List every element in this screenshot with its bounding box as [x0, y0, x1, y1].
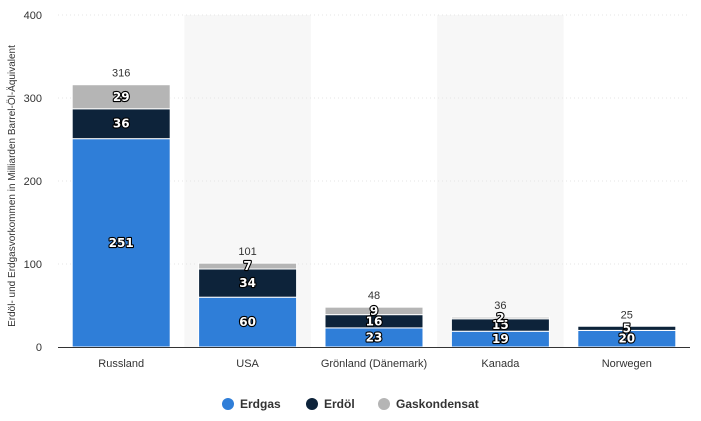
- legend-item-gaskondensat[interactable]: Gaskondensat: [378, 397, 479, 411]
- y-tick-label: 200: [24, 176, 42, 188]
- x-tick-label: Grönland (Dänemark): [321, 358, 427, 370]
- bar-segment-erdöl-0[interactable]: [71, 108, 171, 140]
- legend-marker: [378, 398, 390, 410]
- data-label: 23: [366, 330, 383, 344]
- band-3: [437, 15, 564, 347]
- legend-marker: [306, 398, 318, 410]
- x-tick-label: Russland: [98, 358, 144, 370]
- x-tick-label: USA: [236, 358, 259, 370]
- bar-segment-erdöl-4[interactable]: [577, 325, 677, 331]
- total-label: 25: [621, 309, 633, 321]
- legend-label: Erdöl: [324, 397, 355, 411]
- gridlines: [58, 14, 690, 265]
- y-tick-label: 0: [36, 342, 42, 354]
- bar-segment-gaskondensat-3[interactable]: [450, 316, 550, 320]
- data-label: 9: [370, 304, 378, 318]
- bar-segment-gaskondensat-0[interactable]: [71, 84, 171, 110]
- category-labels: Russland USA Grönland (Dänemark) Kanada Norw…: [98, 358, 652, 370]
- data-label: 20: [618, 332, 635, 346]
- data-label: 5: [623, 321, 631, 335]
- data-label: 60: [239, 315, 256, 329]
- legend: Erdgas Erdöl Gaskondensat: [222, 397, 479, 411]
- y-axis-ticks: 0 100 200 300 400: [24, 10, 42, 354]
- y-tick-label: 400: [24, 10, 42, 22]
- data-label: 16: [366, 314, 383, 328]
- legend-label: Erdgas: [240, 397, 281, 411]
- y-tick-label: 100: [24, 259, 42, 271]
- bar-segment-erdöl-1[interactable]: [198, 268, 298, 298]
- bars: [71, 84, 677, 348]
- data-label: 7: [243, 259, 251, 273]
- total-label: 101: [238, 246, 256, 258]
- data-label: 34: [239, 276, 256, 290]
- data-label: 15: [492, 318, 509, 332]
- legend-item-erdgas[interactable]: Erdgas: [222, 397, 281, 411]
- data-label: 29: [113, 90, 130, 104]
- legend-label: Gaskondensat: [396, 397, 479, 411]
- x-tick-label: Norwegen: [602, 358, 652, 370]
- legend-item-erdöl[interactable]: Erdöl: [306, 397, 355, 411]
- total-label: 36: [494, 300, 506, 312]
- data-label: 2: [496, 311, 504, 325]
- bar-segment-gaskondensat-2[interactable]: [324, 306, 424, 316]
- data-label: 19: [492, 332, 509, 346]
- data-label: 251: [109, 236, 134, 250]
- data-label: 36: [113, 117, 130, 131]
- x-tick-label: Kanada: [481, 358, 520, 370]
- bar-segment-gaskondensat-1[interactable]: [198, 262, 298, 270]
- y-tick-label: 300: [24, 93, 42, 105]
- total-label: 48: [368, 290, 380, 302]
- total-label: 316: [112, 68, 130, 80]
- total-labels: 316 101 48 36 25: [112, 68, 633, 322]
- legend-marker: [222, 398, 234, 410]
- y-axis-label: Erdöl- und Erdgasvorkommen in Milliarden…: [6, 45, 18, 327]
